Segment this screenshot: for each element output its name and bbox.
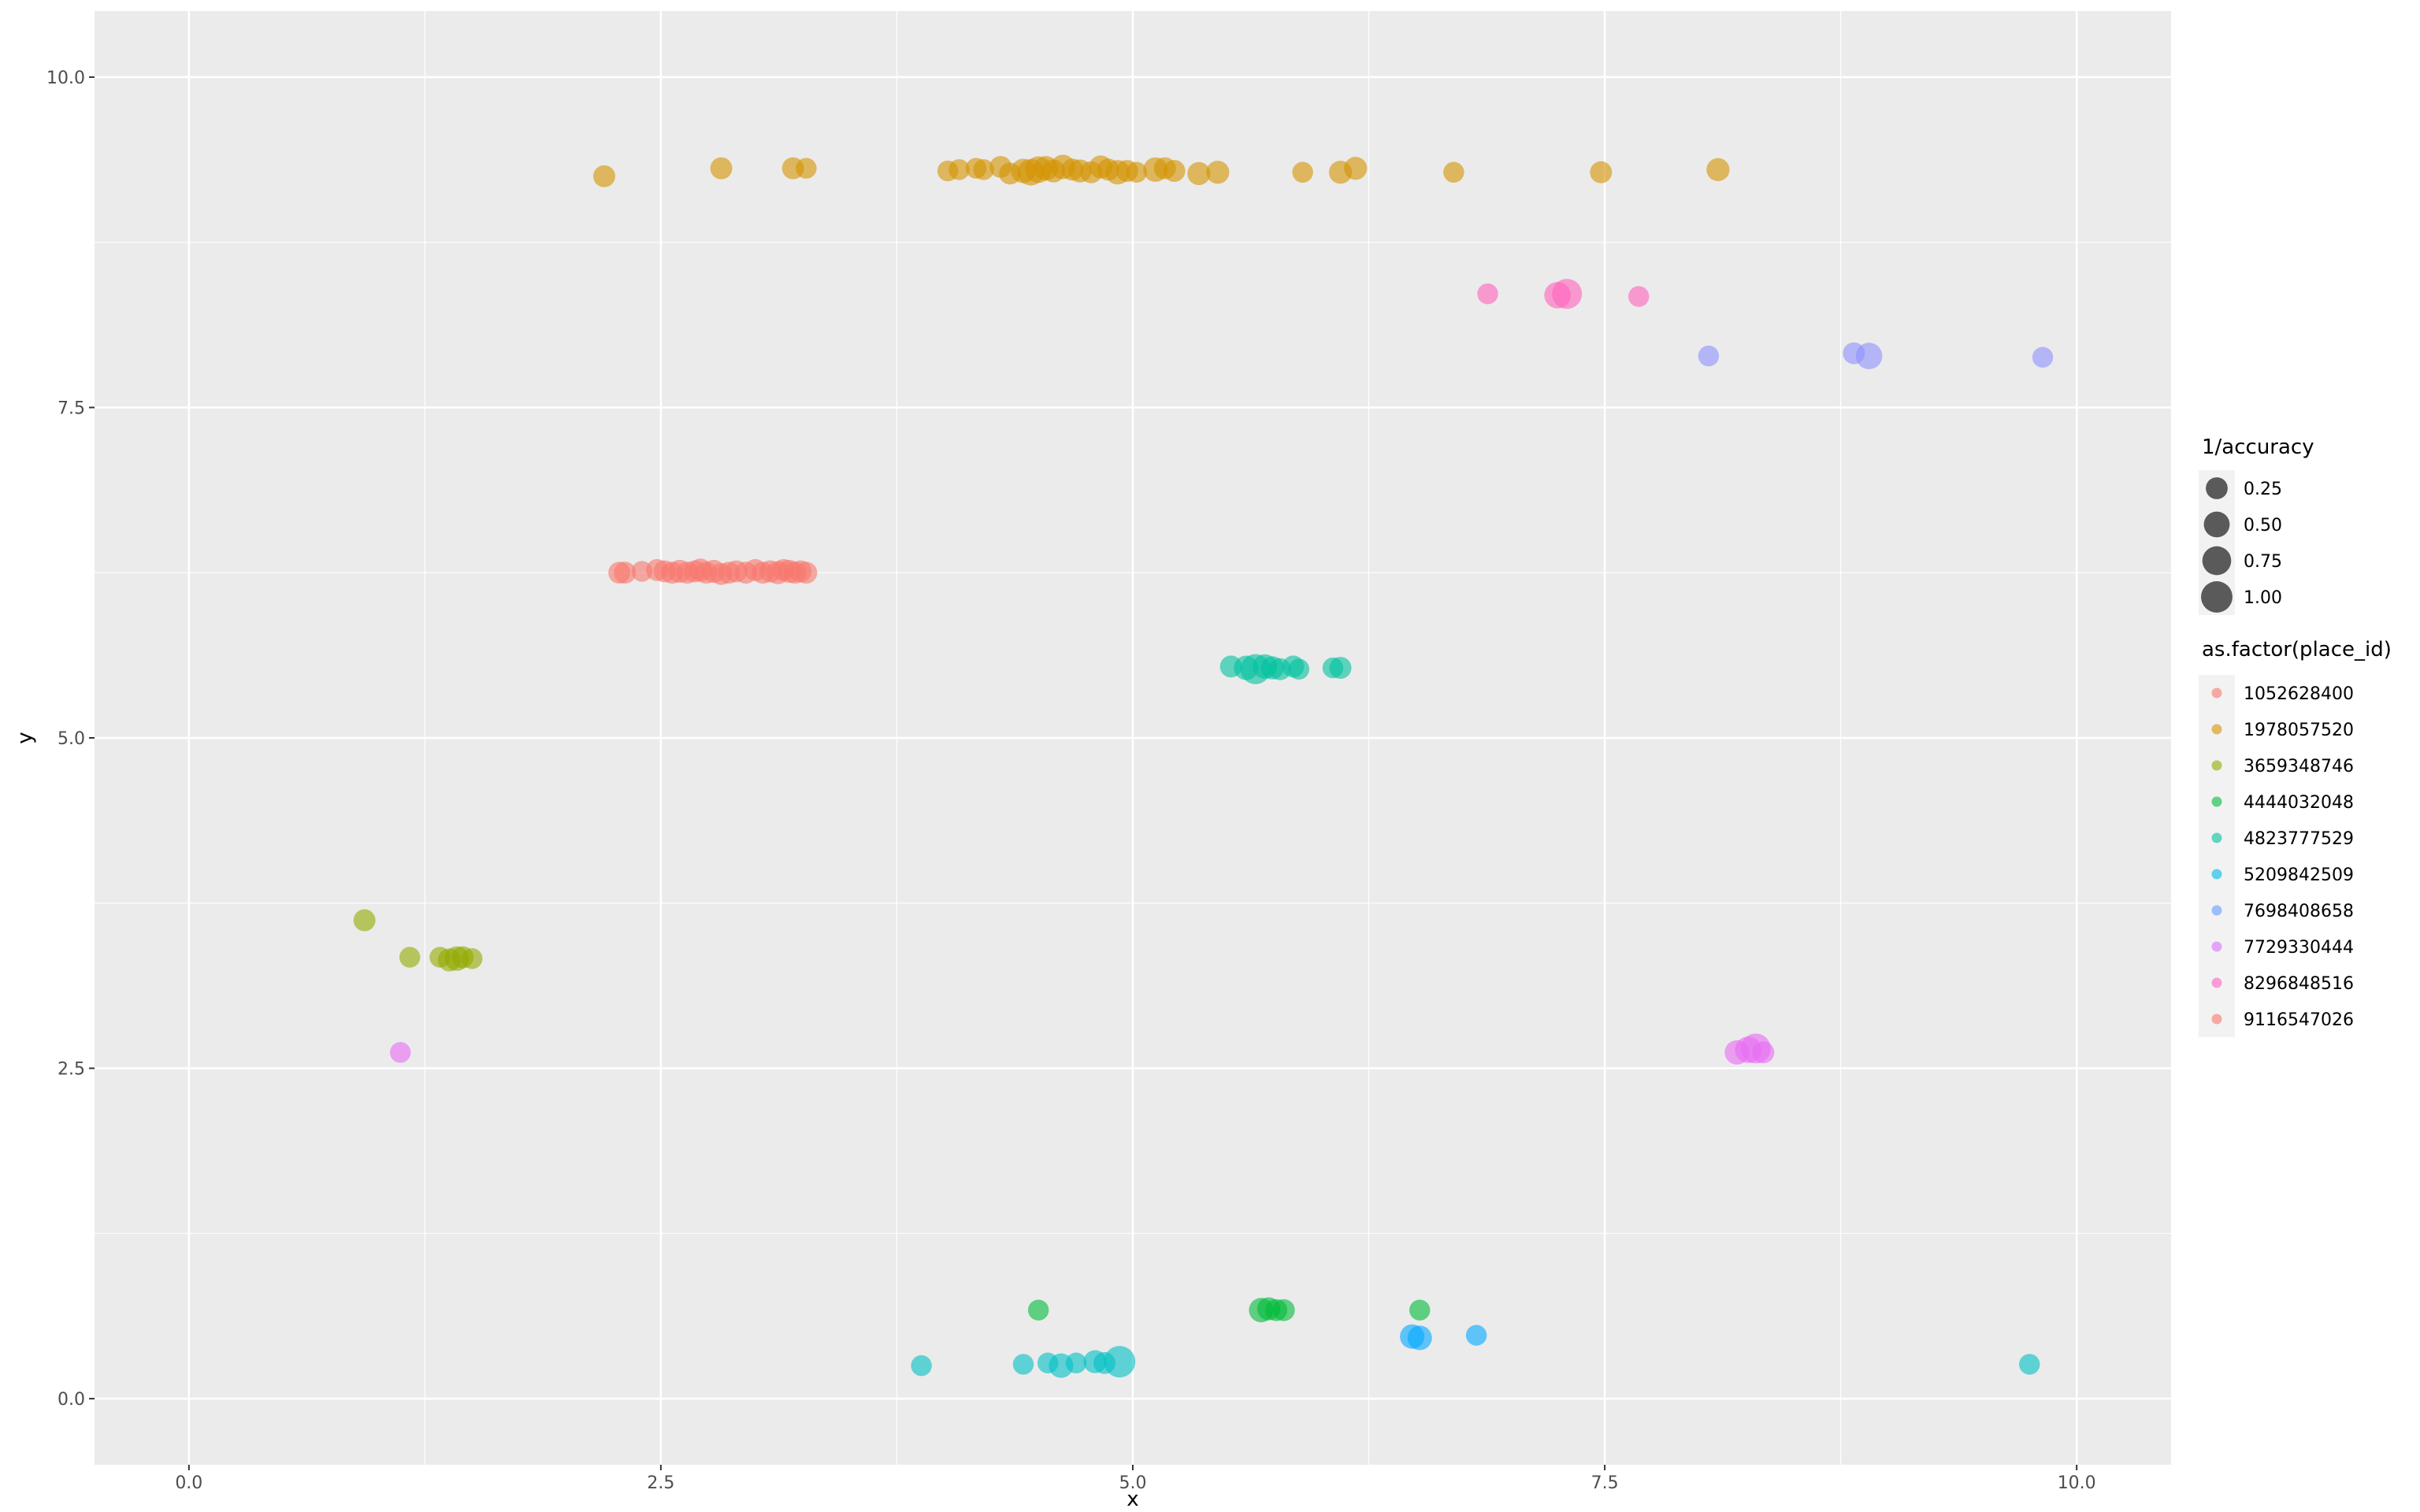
color-legend-swatch: [2211, 760, 2222, 771]
data-point: [1292, 161, 1313, 183]
size-legend-swatch: [2202, 546, 2232, 576]
x-axis: 0.0 2.5 5.0 7.5 10.0: [175, 1465, 2096, 1493]
data-point: [1027, 1299, 1049, 1321]
data-point: [1465, 1325, 1487, 1346]
x-tick-label: 5.0: [1119, 1473, 1147, 1493]
color-legend-label: 8296848516: [2244, 974, 2354, 994]
data-point: [1443, 161, 1464, 183]
color-legend-label: 1052628400: [2244, 684, 2354, 704]
data-point: [1065, 1352, 1087, 1374]
data-point: [1126, 161, 1148, 183]
color-legend-swatch: [2211, 869, 2222, 880]
color-legend-label: 5209842509: [2244, 865, 2354, 885]
data-points: [353, 154, 2054, 1378]
size-legend-label: 0.50: [2244, 516, 2282, 536]
color-legend-label: 4444032048: [2244, 793, 2354, 813]
data-point: [1409, 1299, 1431, 1321]
x-axis-title: x: [1126, 1488, 1138, 1511]
data-point: [1590, 161, 1613, 183]
color-legend-swatch: [2211, 796, 2222, 807]
color-legend-label: 7729330444: [2244, 938, 2354, 958]
size-legend-label: 0.25: [2244, 480, 2282, 499]
data-point: [2032, 346, 2054, 368]
color-legend-label: 1978057520: [2244, 721, 2354, 740]
data-point: [1344, 157, 1368, 180]
y-axis: 0.0 2.5 5.0 7.5 10.0: [46, 69, 95, 1410]
size-legend-swatch: [2203, 511, 2230, 538]
color-legend-swatch: [2211, 832, 2222, 843]
size-legend-title: 1/accuracy: [2202, 435, 2314, 459]
size-legend-label: 1.00: [2244, 588, 2282, 608]
color-legend-swatch: [2211, 977, 2222, 988]
data-point: [911, 1354, 932, 1377]
color-legend-swatch: [2211, 724, 2222, 735]
data-point: [1628, 286, 1650, 307]
data-point: [1206, 161, 1230, 184]
y-axis-title: y: [13, 732, 37, 743]
size-legend-swatch: [2201, 581, 2233, 613]
color-legend-swatch: [2211, 1014, 2222, 1025]
data-point: [1163, 160, 1186, 183]
data-point: [462, 948, 483, 969]
y-tick-label: 2.5: [58, 1060, 85, 1080]
data-point: [614, 561, 637, 584]
data-point: [973, 159, 994, 180]
x-tick-label: 7.5: [1591, 1473, 1619, 1493]
size-legend: 1/accuracy 0.25 0.50 0.75 1.00: [2199, 435, 2314, 615]
data-point: [1104, 1346, 1136, 1378]
major-gridlines: [95, 11, 2171, 1465]
data-point: [593, 165, 615, 187]
color-legend-swatch: [2211, 905, 2222, 916]
x-tick-label: 2.5: [647, 1473, 674, 1493]
y-tick-label: 7.5: [58, 398, 85, 418]
y-tick-label: 10.0: [46, 69, 85, 88]
x-tick-label: 0.0: [175, 1473, 202, 1493]
data-point: [1187, 161, 1211, 186]
y-tick-label: 0.0: [58, 1390, 85, 1410]
data-point: [795, 561, 818, 584]
x-tick-label: 10.0: [2058, 1473, 2096, 1493]
size-legend-swatch: [2206, 477, 2228, 499]
data-point: [1288, 658, 1310, 680]
data-point: [2019, 1354, 2040, 1375]
data-point: [796, 158, 817, 179]
color-legend-swatch: [2211, 941, 2222, 952]
size-legend-label: 0.75: [2244, 552, 2282, 572]
color-legend: as.factor(place_id) 1052628400 1978057520…: [2199, 638, 2392, 1037]
data-point: [1272, 1299, 1295, 1321]
data-point: [1855, 343, 1883, 369]
data-point: [710, 157, 733, 180]
data-point: [1552, 279, 1583, 309]
data-point: [1477, 283, 1498, 305]
y-tick-label: 5.0: [58, 729, 85, 749]
data-point: [1407, 1325, 1432, 1351]
color-legend-title: as.factor(place_id): [2202, 638, 2392, 662]
data-point: [1752, 1041, 1775, 1064]
data-point: [1698, 345, 1720, 367]
color-legend-label: 4823777529: [2244, 829, 2354, 849]
data-point: [353, 909, 376, 932]
data-point: [1329, 657, 1352, 680]
data-point: [948, 159, 970, 180]
data-point: [1012, 1354, 1034, 1375]
data-point: [399, 947, 421, 968]
data-point: [1706, 158, 1730, 182]
color-legend-label: 3659348746: [2244, 757, 2354, 776]
color-legend-swatch: [2211, 687, 2222, 699]
data-point: [389, 1042, 411, 1063]
color-legend-label: 7698408658: [2244, 902, 2354, 921]
color-legend-label: 9116547026: [2244, 1010, 2354, 1030]
